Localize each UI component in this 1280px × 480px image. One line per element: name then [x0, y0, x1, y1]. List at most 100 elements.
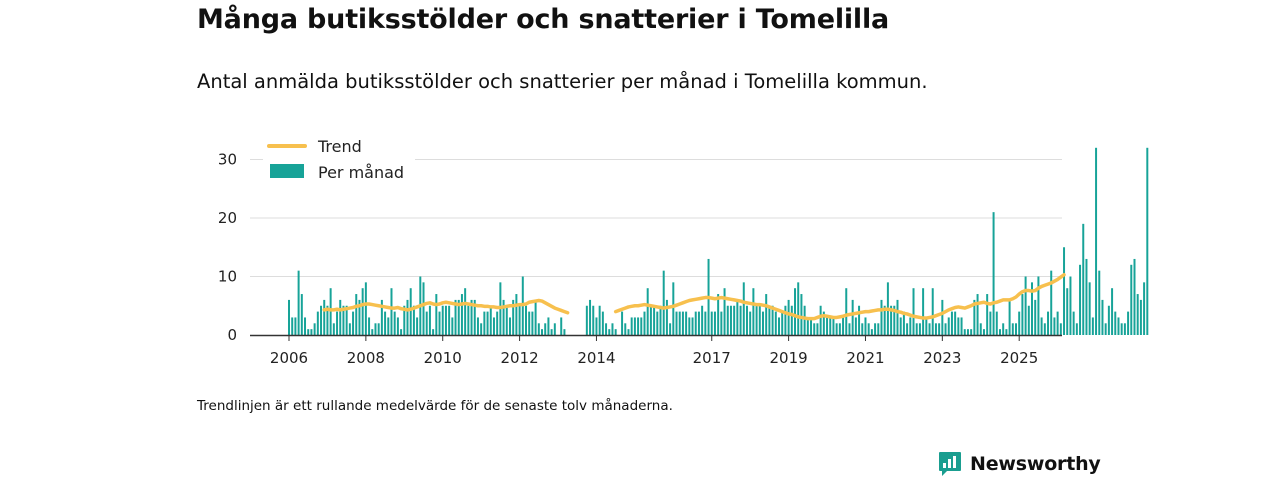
bar [794, 288, 797, 335]
y-tick-label: 30 [218, 151, 237, 169]
bar [960, 317, 963, 335]
bar [288, 299, 290, 335]
bar [432, 329, 435, 335]
bar [717, 294, 720, 335]
bar [473, 299, 476, 335]
bar [525, 305, 527, 335]
bar [864, 317, 867, 335]
footnote: Trendlinjen är ett rullande medelvärde f… [197, 398, 673, 414]
bar [1018, 311, 1021, 335]
bar [816, 323, 819, 335]
bar [448, 305, 451, 335]
bar [701, 305, 704, 335]
bar [332, 323, 335, 335]
bar [339, 299, 342, 335]
bar [361, 288, 364, 335]
bar [899, 317, 902, 335]
bar [460, 294, 463, 335]
bar [1120, 323, 1123, 335]
bar [688, 317, 691, 335]
bar [630, 317, 633, 335]
bar [896, 299, 899, 335]
bar [515, 294, 518, 335]
bar [614, 329, 617, 335]
legend-trend-label: Trend [317, 137, 362, 156]
bar [1027, 305, 1030, 335]
x-tick-label: 2014 [577, 349, 615, 367]
bar [396, 317, 399, 335]
bar [323, 299, 326, 335]
bar [352, 311, 355, 335]
bar [518, 305, 521, 335]
bar [710, 311, 713, 335]
bar [486, 311, 489, 335]
bar [697, 311, 700, 335]
bar [598, 305, 601, 335]
bar [685, 311, 688, 335]
bar [470, 299, 473, 335]
bar [768, 305, 771, 335]
bar [605, 323, 608, 335]
bar [829, 317, 832, 335]
bar [550, 329, 553, 335]
bar [508, 317, 511, 335]
bar [624, 323, 627, 335]
bar [918, 323, 921, 335]
bar [348, 323, 351, 335]
bar [444, 305, 447, 335]
bar [320, 305, 323, 335]
bar [336, 311, 339, 335]
x-tick-label: 2017 [693, 349, 731, 367]
bar [986, 294, 989, 335]
bar [938, 323, 941, 335]
bar [627, 329, 630, 335]
bar [1133, 258, 1136, 335]
bar [1008, 299, 1011, 335]
bar [925, 317, 928, 335]
bar [966, 329, 969, 335]
bar [589, 299, 592, 335]
x-tick-label: 2012 [500, 349, 538, 367]
bar [970, 329, 973, 335]
bar [310, 329, 313, 335]
bar [480, 323, 483, 335]
bar [982, 329, 985, 335]
bar [489, 305, 492, 335]
bar [713, 311, 716, 335]
bar [492, 317, 495, 335]
bar [720, 311, 723, 335]
bar [1104, 323, 1107, 335]
bar [640, 317, 643, 335]
bar [384, 311, 387, 335]
bar [893, 305, 896, 335]
bar [326, 305, 329, 335]
bar [496, 311, 499, 335]
bar [560, 317, 563, 335]
bar [739, 305, 742, 335]
bar [387, 317, 390, 335]
x-tick-label: 2010 [424, 349, 462, 367]
bar [1146, 147, 1149, 335]
bar [454, 299, 457, 335]
bar [649, 305, 652, 335]
bar [653, 305, 656, 335]
bar [435, 294, 438, 335]
bar [1063, 247, 1066, 335]
bar [1085, 258, 1088, 335]
bar [358, 299, 361, 335]
bar [1139, 299, 1142, 335]
bar [790, 305, 793, 335]
bar [672, 282, 675, 335]
bar [563, 329, 566, 335]
bar [810, 317, 813, 335]
y-tick-label: 20 [218, 209, 237, 227]
bar [547, 317, 550, 335]
bar [778, 317, 780, 335]
bar [428, 305, 431, 335]
bar [316, 311, 319, 335]
bar [902, 311, 905, 335]
bar [867, 323, 870, 335]
bar [922, 288, 925, 335]
newsworthy-logo[interactable]: Newsworthy [938, 451, 1101, 477]
bar [733, 305, 736, 335]
